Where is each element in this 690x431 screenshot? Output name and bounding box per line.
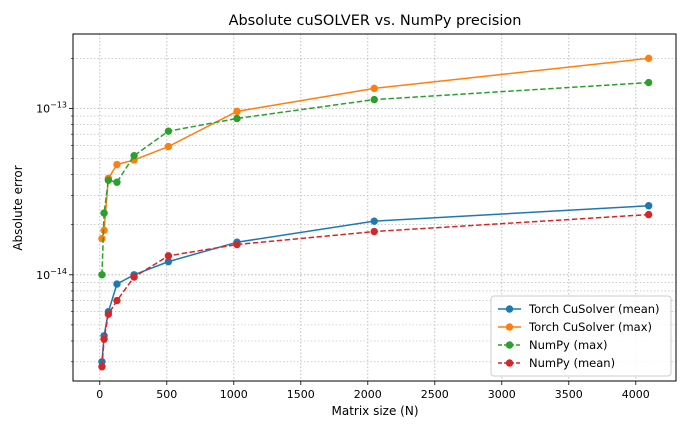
data-point	[370, 227, 378, 236]
data-point	[164, 142, 173, 151]
legend-item: Torch CuSolver (max)	[498, 320, 652, 334]
data-point	[113, 160, 121, 169]
y-tick-label: 10−14	[36, 267, 67, 282]
series-2	[98, 78, 653, 279]
x-tick-label: 3500	[555, 388, 583, 401]
y-tick-label: 10−13	[36, 100, 67, 115]
legend-label: Torch CuSolver (mean)	[528, 302, 660, 316]
data-point	[644, 210, 653, 219]
legend-marker	[505, 323, 514, 331]
series-layer	[98, 54, 653, 371]
data-point	[370, 217, 378, 225]
x-tick-label: 0	[96, 388, 103, 401]
legend-label: NumPy (mean)	[529, 356, 615, 370]
series-1	[98, 54, 653, 243]
data-point	[130, 151, 138, 160]
data-point	[233, 240, 241, 249]
data-point	[100, 335, 108, 343]
data-point	[113, 296, 121, 305]
chart-title: Absolute cuSOLVER vs. NumPy precision	[229, 13, 522, 29]
data-point	[370, 84, 378, 93]
data-point	[100, 209, 108, 217]
series-line	[101, 81, 649, 275]
data-point	[233, 107, 241, 116]
legend-marker	[505, 305, 514, 313]
data-point	[644, 202, 653, 210]
data-point	[113, 178, 121, 186]
data-point	[233, 114, 241, 123]
plot-frame	[72, 33, 677, 382]
legend-item: NumPy (mean)	[498, 356, 615, 370]
data-point	[370, 95, 378, 104]
data-point	[164, 127, 173, 135]
legend-marker	[505, 341, 514, 349]
y-axis-title: Absolute error	[11, 165, 25, 250]
data-point	[104, 176, 113, 184]
data-point	[130, 273, 138, 281]
x-axis: 0 500 1000 1500 2000 2500 3000 3500 4000	[96, 381, 650, 401]
data-point	[164, 257, 173, 266]
data-point	[98, 234, 106, 243]
legend-item: Torch CuSolver (mean)	[498, 302, 660, 316]
series-3	[98, 210, 653, 371]
x-tick-label: 3000	[488, 388, 516, 401]
legend-item: NumPy (max)	[498, 338, 608, 352]
y-axis: 10−14 10−13	[36, 58, 73, 363]
legend-box	[490, 295, 672, 377]
data-point	[644, 54, 653, 63]
legend-marker	[505, 359, 514, 367]
legend-label: NumPy (max)	[529, 338, 608, 352]
x-tick-label: 1500	[287, 388, 315, 401]
x-axis-title: Matrix size (N)	[331, 404, 418, 418]
x-tick-label: 2500	[421, 388, 449, 401]
data-point	[98, 363, 106, 371]
x-tick-label: 2000	[354, 388, 382, 401]
data-point	[98, 271, 106, 279]
legend: Torch CuSolver (mean) Torch CuSolver (max…	[490, 295, 672, 377]
x-tick-label: 4000	[622, 388, 650, 401]
data-point	[104, 310, 113, 318]
x-tick-label: 1000	[220, 388, 248, 401]
data-point	[164, 252, 173, 260]
legend-label: Torch CuSolver (max)	[528, 320, 652, 334]
x-tick-label: 500	[156, 388, 177, 401]
data-point	[113, 280, 121, 288]
data-point	[644, 78, 653, 87]
